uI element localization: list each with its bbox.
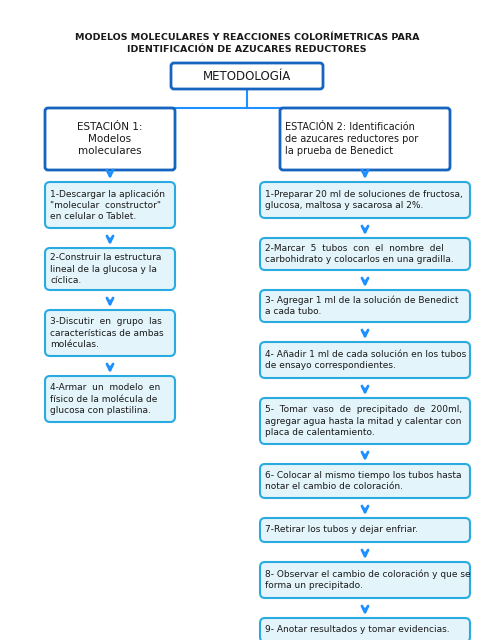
Text: 1-Descargar la aplicación
"molecular  constructor"
en celular o Tablet.: 1-Descargar la aplicación "molecular con… [50, 189, 165, 221]
Text: 8- Observar el cambio de coloración y que se
forma un precipitado.: 8- Observar el cambio de coloración y qu… [265, 570, 471, 590]
Text: METODOLOGÍA: METODOLOGÍA [203, 70, 291, 83]
FancyBboxPatch shape [171, 63, 323, 89]
Text: 7-Retirar los tubos y dejar enfriar.: 7-Retirar los tubos y dejar enfriar. [265, 525, 418, 534]
FancyBboxPatch shape [260, 518, 470, 542]
Text: 4-Armar  un  modelo  en
físico de la molécula de
glucosa con plastilina.: 4-Armar un modelo en físico de la molécu… [50, 383, 160, 415]
FancyBboxPatch shape [280, 108, 450, 170]
Text: MODELOS MOLECULARES Y REACCIONES COLORÍMETRICAS PARA: MODELOS MOLECULARES Y REACCIONES COLORÍM… [75, 33, 419, 42]
Text: ESTACIÓN 1:
Modelos
moleculares: ESTACIÓN 1: Modelos moleculares [77, 122, 143, 156]
FancyBboxPatch shape [45, 376, 175, 422]
FancyBboxPatch shape [260, 464, 470, 498]
FancyBboxPatch shape [45, 310, 175, 356]
FancyBboxPatch shape [260, 342, 470, 378]
Text: 2-Marcar  5  tubos  con  el  nombre  del
carbohidrato y colocarlos en una gradil: 2-Marcar 5 tubos con el nombre del carbo… [265, 244, 454, 264]
FancyBboxPatch shape [45, 248, 175, 290]
Text: 1-Preparar 20 ml de soluciones de fructosa,
glucosa, maltosa y sacarosa al 2%.: 1-Preparar 20 ml de soluciones de fructo… [265, 190, 463, 210]
FancyBboxPatch shape [260, 618, 470, 640]
FancyBboxPatch shape [260, 182, 470, 218]
Text: 5-  Tomar  vaso  de  precipitado  de  200ml,
agregar agua hasta la mitad y calen: 5- Tomar vaso de precipitado de 200ml, a… [265, 405, 462, 436]
Text: IDENTIFICACIÓN DE AZUCARES REDUCTORES: IDENTIFICACIÓN DE AZUCARES REDUCTORES [127, 45, 367, 54]
Text: 6- Colocar al mismo tiempo los tubos hasta
notar el cambio de coloración.: 6- Colocar al mismo tiempo los tubos has… [265, 471, 461, 491]
FancyBboxPatch shape [260, 290, 470, 322]
FancyBboxPatch shape [45, 182, 175, 228]
Text: 9- Anotar resultados y tomar evidencias.: 9- Anotar resultados y tomar evidencias. [265, 625, 450, 634]
FancyBboxPatch shape [260, 398, 470, 444]
Text: 3- Agregar 1 ml de la solución de Benedict
a cada tubo.: 3- Agregar 1 ml de la solución de Benedi… [265, 296, 458, 316]
FancyBboxPatch shape [45, 108, 175, 170]
Text: 3-Discutir  en  grupo  las
características de ambas
moléculas.: 3-Discutir en grupo las características … [50, 317, 164, 349]
Text: ESTACIÓN 2: Identificación
de azucares reductores por
la prueba de Benedict: ESTACIÓN 2: Identificación de azucares r… [285, 122, 418, 156]
FancyBboxPatch shape [260, 238, 470, 270]
Text: 4- Añadir 1 ml de cada solución en los tubos
de ensayo correspondientes.: 4- Añadir 1 ml de cada solución en los t… [265, 350, 466, 370]
FancyBboxPatch shape [260, 562, 470, 598]
Text: 2-Construir la estructura
lineal de la glucosa y la
cíclica.: 2-Construir la estructura lineal de la g… [50, 253, 162, 285]
